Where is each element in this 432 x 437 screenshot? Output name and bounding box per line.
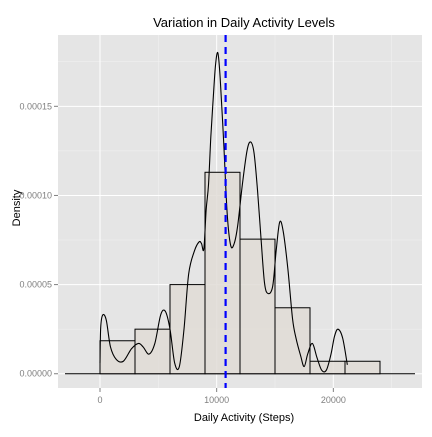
- histogram-bar: [344, 360, 381, 375]
- y-axis-title: Density: [11, 189, 23, 226]
- density-curve: [99, 51, 348, 373]
- histogram-bar: [99, 340, 136, 375]
- x-axis-title: Daily Activity (Steps): [194, 412, 294, 424]
- histogram-bars: [65, 171, 415, 375]
- density-curve-group: [99, 51, 348, 373]
- histogram-bar: [204, 171, 241, 375]
- chart-title: Variation in Daily Activity Levels: [153, 15, 335, 30]
- y-tick-label: 0.00005: [19, 280, 52, 290]
- histogram-bar: [239, 238, 276, 375]
- histogram-bar: [169, 284, 206, 375]
- x-tick-label: 0: [97, 395, 102, 405]
- y-tick-label: 0.00015: [19, 101, 52, 111]
- x-tick-label: 20000: [321, 395, 346, 405]
- y-tick-label: 0.00000: [19, 369, 52, 379]
- y-tick-label: 0.00010: [19, 190, 52, 200]
- histogram-bar: [134, 328, 171, 375]
- x-tick-label: 10000: [204, 395, 229, 405]
- axes: 0 10000 20000 0.00000 0.00005 0.00010 0.00015: [19, 101, 345, 405]
